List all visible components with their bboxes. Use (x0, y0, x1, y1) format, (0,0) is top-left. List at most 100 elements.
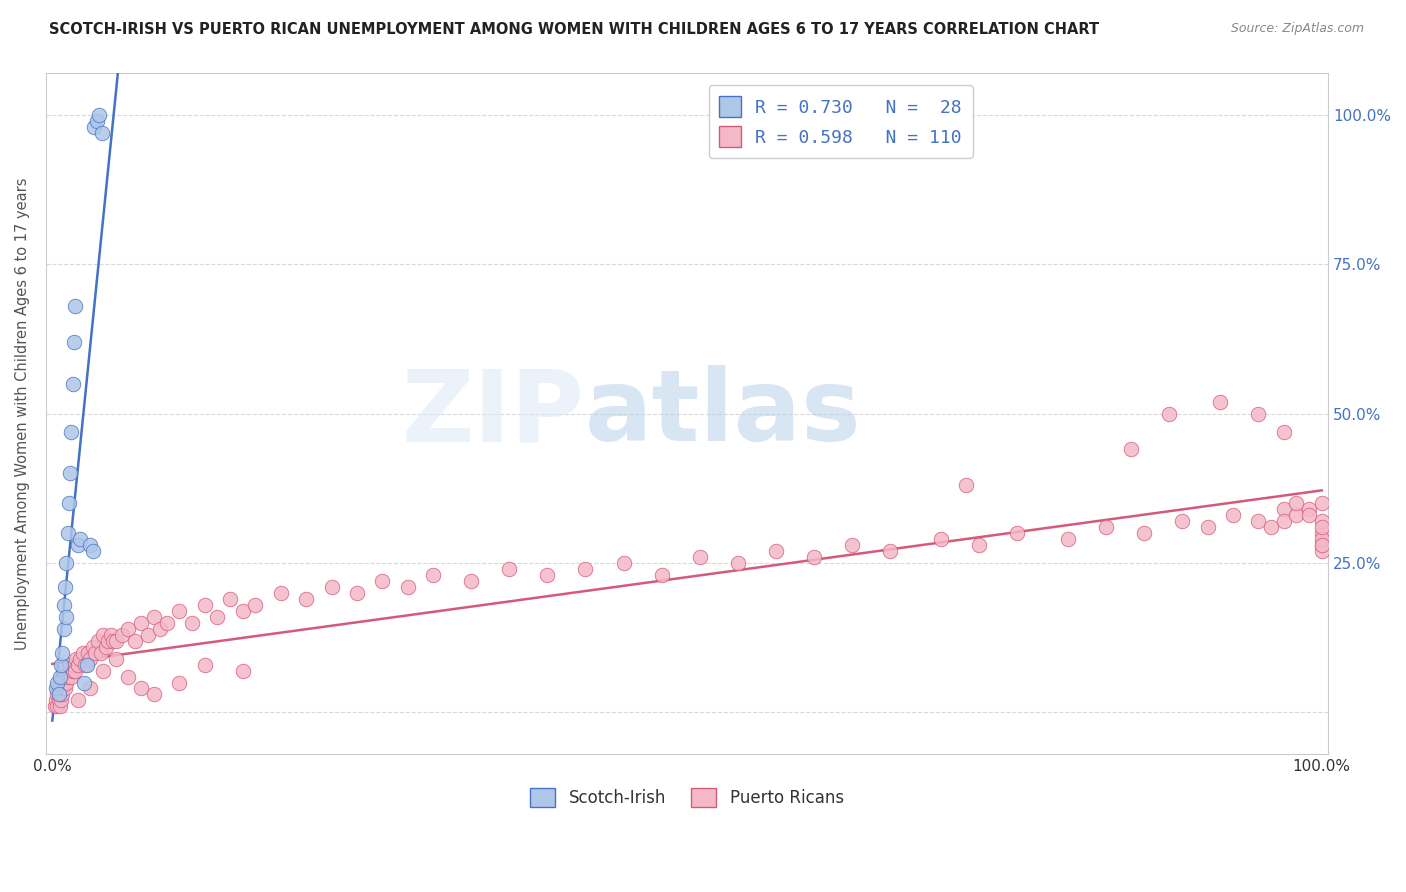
Point (66, 693, 89, 707)
Point (1310, 538, 1333, 552)
Point (49, 688, 72, 702)
Point (1247, 407, 1270, 421)
Point (73, 675, 96, 690)
Point (1121, 442, 1143, 457)
Point (56, 526, 79, 541)
Point (56, 669, 79, 683)
Point (66, 657, 89, 672)
Y-axis label: Unemployment Among Women with Children Ages 6 to 17 years: Unemployment Among Women with Children A… (15, 178, 30, 650)
Point (1272, 514, 1295, 528)
Text: ZIP: ZIP (402, 365, 585, 462)
Point (53, 681, 76, 696)
Point (104, 633, 127, 648)
Point (1272, 425, 1295, 439)
Point (219, 591, 242, 606)
Point (49, 699, 72, 714)
Point (100, 628, 122, 642)
Point (422, 568, 444, 582)
Point (55, 609, 77, 624)
Point (79, 538, 101, 552)
Point (1171, 514, 1194, 528)
Text: Source: ZipAtlas.com: Source: ZipAtlas.com (1230, 22, 1364, 36)
Point (1310, 496, 1333, 510)
Point (97, 633, 120, 648)
Point (79, 651, 101, 665)
Point (87, 633, 110, 648)
Point (52, 675, 75, 690)
Point (1005, 526, 1028, 541)
Point (1310, 520, 1333, 534)
Point (136, 628, 159, 642)
Point (84, 646, 107, 660)
Text: SCOTCH-IRISH VS PUERTO RICAN UNEMPLOYMENT AMONG WOMEN WITH CHILDREN AGES 6 TO 17: SCOTCH-IRISH VS PUERTO RICAN UNEMPLOYMEN… (49, 22, 1099, 37)
Point (86, 113, 108, 128)
Point (65, 651, 87, 665)
Point (51, 693, 73, 707)
Point (149, 622, 172, 636)
Point (967, 538, 990, 552)
Point (45, 681, 67, 696)
Point (1310, 544, 1333, 558)
Point (1310, 526, 1333, 541)
Point (124, 633, 146, 648)
Point (69, 651, 91, 665)
Point (498, 562, 520, 576)
Point (58, 664, 80, 678)
Point (72, 646, 94, 660)
Point (55, 556, 77, 570)
Point (82, 544, 104, 558)
Point (46, 699, 69, 714)
Point (51, 657, 73, 672)
Point (59, 467, 82, 481)
Point (321, 580, 343, 594)
Point (51, 688, 73, 702)
Point (129, 615, 152, 630)
Point (83, 120, 105, 134)
Point (53, 580, 76, 594)
Point (765, 544, 787, 558)
Point (181, 615, 204, 630)
Point (91, 628, 114, 642)
Text: atlas: atlas (585, 365, 860, 462)
Point (1159, 407, 1181, 421)
Point (49, 669, 72, 683)
Point (63, 299, 86, 313)
Point (295, 591, 318, 606)
Point (62, 664, 84, 678)
Point (1209, 394, 1232, 409)
Point (1310, 538, 1333, 552)
Point (142, 609, 165, 624)
Point (58, 496, 80, 510)
Point (245, 598, 267, 612)
Point (55, 675, 77, 690)
Point (66, 538, 89, 552)
Point (371, 574, 394, 588)
Point (1298, 508, 1320, 523)
Point (155, 615, 177, 630)
Point (1272, 502, 1295, 516)
Point (63, 334, 86, 349)
Point (46, 688, 69, 702)
Point (91, 664, 114, 678)
Point (460, 574, 482, 588)
Point (90, 126, 112, 140)
Point (613, 556, 636, 570)
Point (52, 598, 75, 612)
Point (207, 609, 229, 624)
Point (60, 425, 83, 439)
Point (46, 675, 69, 690)
Point (1285, 508, 1308, 523)
Point (69, 532, 91, 546)
Point (75, 657, 97, 672)
Point (689, 549, 711, 564)
Point (79, 681, 101, 696)
Point (104, 651, 127, 665)
Point (879, 544, 901, 558)
Point (48, 693, 70, 707)
Point (727, 556, 749, 570)
Point (62, 376, 84, 391)
Point (59, 657, 82, 672)
Point (117, 622, 139, 636)
Point (232, 664, 254, 678)
Point (346, 586, 368, 600)
